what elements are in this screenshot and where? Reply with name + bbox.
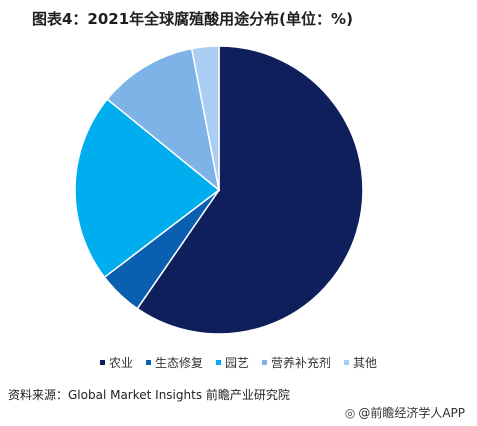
- pie-slice-1: [136, 45, 364, 335]
- legend-label: 其他: [353, 356, 378, 370]
- pie-chart: [74, 45, 364, 335]
- legend-swatch: [215, 360, 221, 365]
- chart-title: 图表4：2021年全球腐殖酸用途分布(单位：%): [32, 10, 353, 28]
- legend-swatch: [99, 360, 105, 365]
- legend-swatch: [344, 360, 350, 365]
- pie-slice-4: [106, 47, 221, 192]
- legend-item-2: 生态修复: [145, 354, 203, 371]
- pie-slice-3: [74, 98, 221, 279]
- legend-item-1: 农业: [99, 354, 133, 371]
- legend-swatch: [145, 360, 151, 365]
- footer-credit: ◎ @前瞻经济学人APP: [345, 404, 465, 421]
- legend-label: 园艺: [224, 356, 249, 370]
- legend-item-5: 其他: [344, 354, 377, 371]
- legend-item-4: 营养补充剂: [262, 354, 331, 371]
- legend-label: 农业: [108, 356, 133, 370]
- pie-slice-5: [190, 45, 220, 191]
- legend: 农业 生态修复 园艺 营养补充剂 其他: [0, 354, 477, 371]
- legend-label: 营养补充剂: [271, 356, 332, 370]
- legend-swatch: [262, 360, 267, 365]
- legend-label: 生态修复: [154, 356, 203, 370]
- wechat-icon: ◎: [344, 405, 356, 420]
- footer-text: @前瞻经济学人APP: [358, 406, 465, 420]
- source-note: 资料来源：Global Market Insights 前瞻产业研究院: [8, 388, 290, 402]
- legend-item-3: 园艺: [215, 354, 249, 371]
